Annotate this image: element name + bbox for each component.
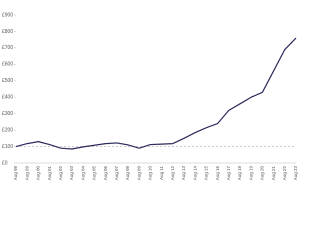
- x-tick-label: Aug 09: [136, 166, 141, 181]
- x-tick-label: Aug 23: [293, 166, 298, 181]
- x-tick-label: Aug 05: [92, 166, 97, 181]
- x-tick-label: Aug 07: [114, 166, 119, 181]
- x-tick-label: Aug 08: [125, 166, 130, 181]
- x-tick-label: Aug 18: [237, 166, 242, 181]
- x-tick-label: Aug 04: [80, 166, 85, 181]
- page: {"chart_data": {"type": "line", "categor…: [2, 12, 299, 181]
- y-tick-label: £600: [2, 62, 13, 68]
- x-tick-label: Aug 10: [148, 166, 153, 181]
- x-tick-label: Aug 06: [103, 166, 108, 181]
- x-tick-label: Aug 13: [181, 166, 186, 181]
- x-tick-label: Aug 20: [260, 166, 265, 181]
- y-tick-label: £400: [2, 95, 13, 101]
- x-tick-label: Aug 03: [69, 166, 74, 181]
- y-tick-label: £900: [2, 12, 13, 18]
- x-tick-label: Aug 17: [226, 166, 231, 181]
- x-tick-label: Aug 19: [248, 166, 253, 181]
- x-tick-label: Aug 22: [282, 166, 287, 181]
- x-tick-label: Aug 21: [271, 166, 276, 181]
- x-tick-label: Aug 99: [24, 166, 29, 181]
- x-tick-label: Aug 14: [192, 166, 197, 181]
- y-tick-label: £200: [2, 127, 13, 133]
- y-tick-label: £700: [2, 45, 13, 51]
- x-tick-label: Aug 01: [47, 166, 52, 181]
- y-tick-label: £800: [2, 29, 13, 35]
- x-tick-label: Aug 12: [170, 166, 175, 181]
- x-tick-label: Aug 16: [215, 166, 220, 181]
- data-line: [15, 37, 297, 150]
- x-tick-label: Aug 00: [36, 166, 41, 181]
- y-tick-label: £0: [2, 160, 8, 166]
- chart: £0 £100 £200 £300 £400 £500 £600 £700 £800 £900 Au…: [2, 12, 298, 181]
- y-tick-label: £500: [2, 78, 13, 84]
- x-tick-label: Aug 15: [204, 166, 209, 181]
- x-tick-label: Aug 98: [13, 166, 18, 181]
- x-tick-label: Aug 11: [159, 166, 164, 180]
- y-tick-label: £100: [2, 144, 13, 150]
- y-tick-label: £300: [2, 111, 13, 117]
- x-tick-label: Aug 02: [58, 166, 63, 181]
